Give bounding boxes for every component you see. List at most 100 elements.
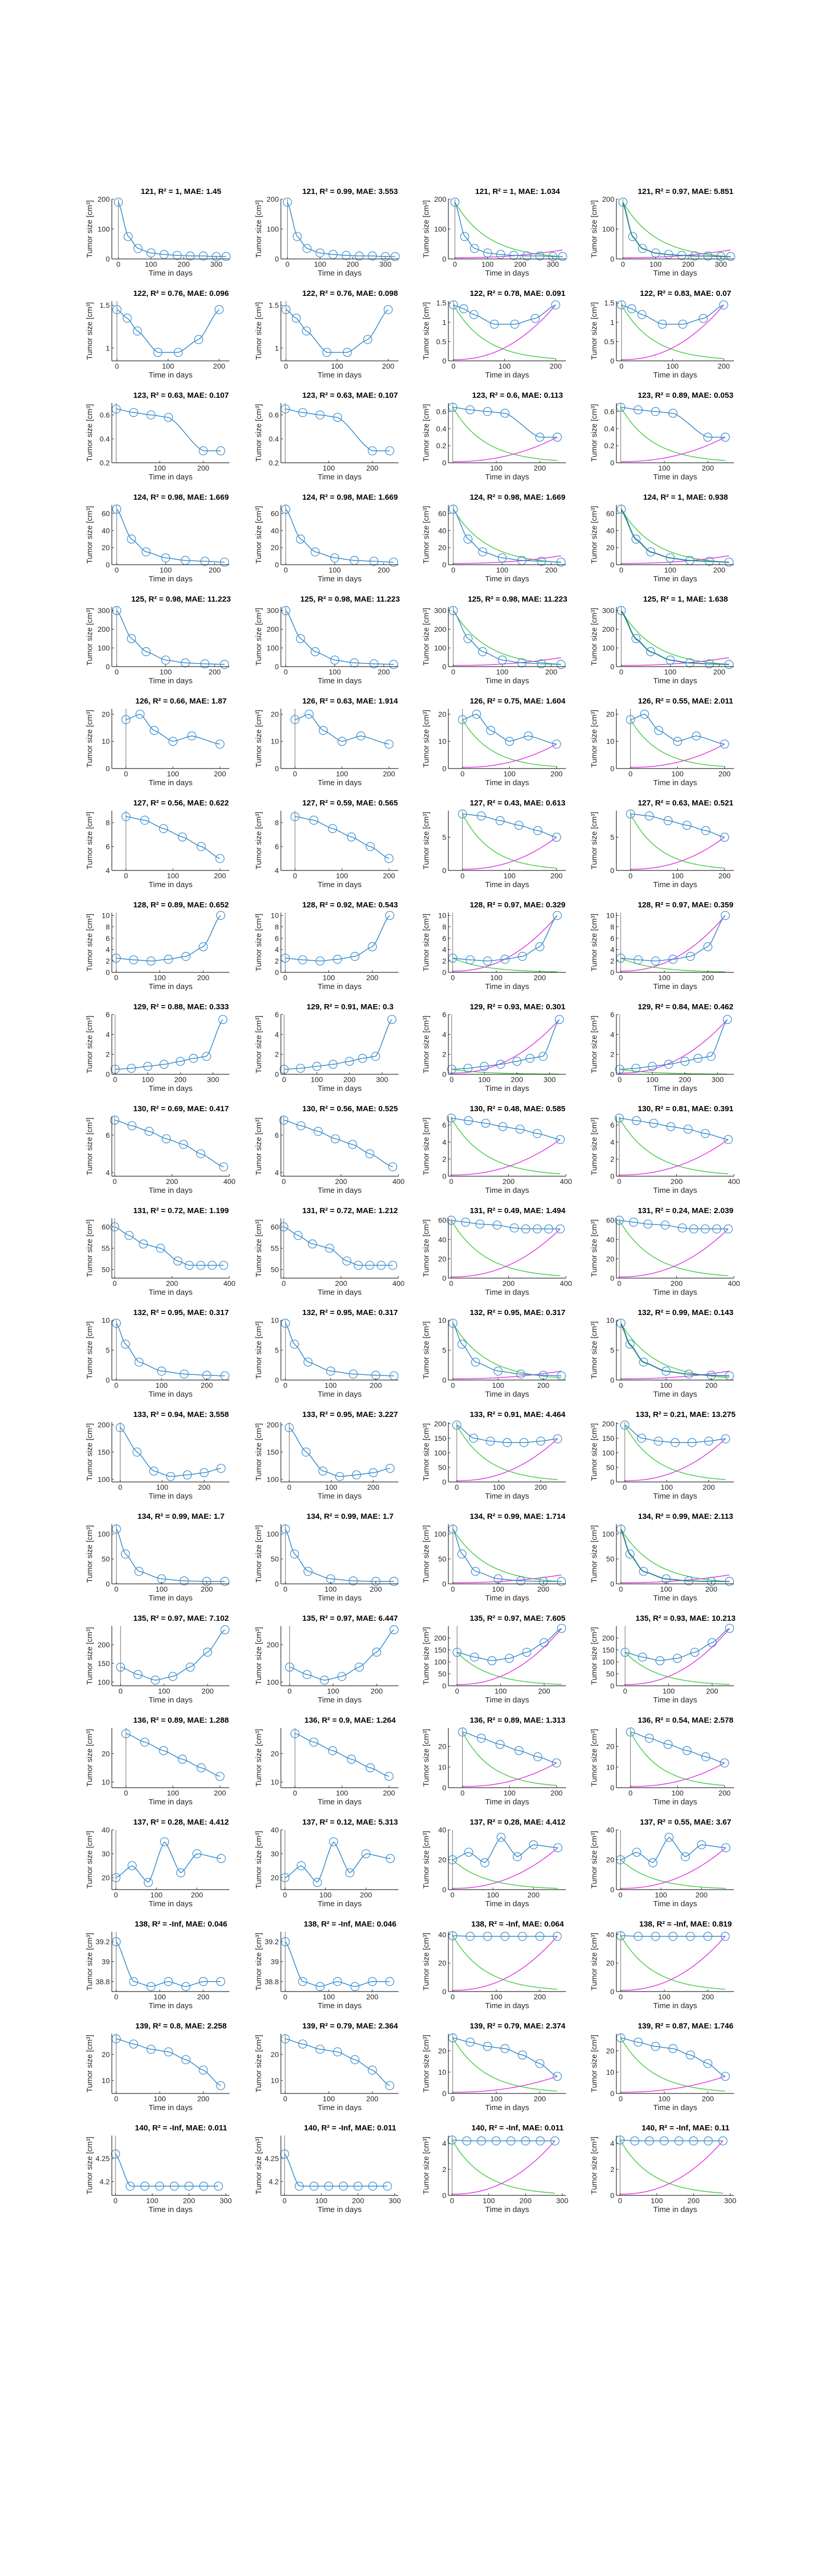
y-tick-label: 100 (267, 644, 279, 652)
resistant-series-line (453, 436, 558, 462)
y-tick-label: 10 (438, 1763, 446, 1771)
x-tick-label: 0 (618, 973, 623, 982)
model-fit-line (284, 1019, 393, 1070)
data-point (309, 1737, 318, 1747)
y-tick-label: 10 (270, 911, 279, 919)
x-axis-label: Time in days (318, 2205, 362, 2214)
data-point (328, 824, 338, 834)
model-fit-line (286, 309, 389, 353)
y-tick-label: 20 (606, 543, 614, 552)
data-point (680, 1057, 690, 1066)
data-point (350, 1982, 359, 1992)
data-point (366, 842, 375, 851)
y-tick-label: 0 (442, 357, 446, 365)
data-point (500, 2044, 510, 2053)
y-tick-label: 4 (275, 945, 279, 954)
data-point (704, 1436, 714, 1446)
data-point (690, 251, 700, 261)
data-point (200, 556, 210, 566)
y-tick-label: 0 (442, 1885, 446, 1894)
x-axis-label: Time in days (149, 1288, 192, 1297)
x-tick-label: 0 (460, 871, 464, 880)
y-tick-label: 100 (434, 1658, 447, 1666)
x-tick-label: 100 (651, 2196, 663, 2205)
data-point (311, 547, 320, 557)
panel-title: 130, R² = 0.48, MAE: 0.585 (470, 1104, 565, 1113)
data-point (132, 1447, 142, 1457)
y-axis-label: Tumor size [cm³] (590, 200, 599, 258)
data-point (385, 446, 394, 456)
y-tick-label: 50 (438, 1555, 446, 1563)
data-point (291, 314, 301, 323)
y-tick-label: 4.25 (96, 2154, 110, 2163)
data-point (707, 1638, 717, 1647)
model-fit-line (453, 509, 561, 563)
data-point (326, 1367, 335, 1376)
sensitive-series-line (630, 814, 725, 869)
sensitive-series-line (453, 1529, 562, 1582)
x-axis-label: Time in days (318, 2001, 362, 2010)
panel-title: 121, R² = 0.97, MAE: 5.851 (638, 187, 733, 196)
data-point (537, 556, 546, 566)
data-point (614, 1113, 624, 1123)
data-point (470, 1653, 479, 1662)
panel-title: 129, R² = 0.84, MAE: 0.462 (638, 1003, 733, 1011)
panel-title: 121, R² = 0.99, MAE: 3.553 (302, 187, 398, 196)
data-point (703, 942, 713, 952)
data-point (149, 726, 159, 735)
data-point (634, 405, 643, 414)
data-point (724, 557, 734, 567)
x-tick-label: 0 (450, 1891, 455, 1899)
panel-80: 140, R² = -Inf, MAE: 0.110 100 200 300024Ti… (590, 2124, 737, 2214)
data-point (538, 1577, 548, 1586)
model-fit-line (115, 1019, 224, 1070)
model-fit-line (116, 610, 225, 665)
x-axis-label: Time in days (653, 982, 697, 991)
data-point (127, 1063, 136, 1073)
y-axis-label: Tumor size [cm³] (85, 1627, 94, 1685)
y-tick-label: 0 (610, 1682, 614, 1690)
sensitive-series-line (453, 509, 561, 563)
panel-title: 140, R² = -Inf, MAE: 0.011 (304, 2124, 396, 2132)
x-tick-label: 0 (118, 1483, 122, 1491)
x-axis-label: Time in days (653, 1594, 697, 1603)
model-fit-line (462, 813, 557, 838)
resistant-series-line (462, 744, 557, 768)
sensitive-series-line (462, 719, 557, 767)
data-point (480, 1062, 489, 1071)
model-fit-line (125, 713, 221, 745)
y-tick-label: 100 (434, 644, 447, 652)
y-tick-label: 20 (270, 1874, 279, 1882)
data-point (383, 305, 393, 315)
data-point (471, 1567, 480, 1576)
model-fit-line (453, 915, 558, 961)
x-tick-label: 200 (534, 2094, 546, 2103)
data-point (461, 1217, 470, 1227)
y-tick-label: 200 (602, 1634, 615, 1642)
sensitive-series-line (452, 407, 558, 461)
data-point (143, 1062, 152, 1071)
panel-title: 125, R² = 1, MAE: 1.638 (643, 595, 728, 604)
panel-title: 129, R² = 0.88, MAE: 0.333 (133, 1003, 229, 1011)
y-tick-label: 0 (610, 764, 614, 773)
data-point (649, 1118, 659, 1128)
x-tick-label: 100 (322, 973, 335, 982)
x-tick-label: 100 (325, 1381, 337, 1389)
data-point (199, 446, 208, 456)
y-tick-label: 200 (434, 1634, 447, 1642)
data-point (348, 1140, 357, 1149)
total-fit-dark-line (622, 203, 731, 257)
y-axis-label: Tumor size [cm³] (422, 2137, 431, 2194)
data-point (129, 1977, 138, 1986)
data-point (184, 2181, 193, 2191)
data-point (313, 1878, 322, 1887)
sensitive-series-line (630, 1732, 725, 1786)
sensitive-series-line (452, 2037, 558, 2092)
data-point (462, 2136, 471, 2145)
x-tick-label: 400 (223, 1177, 236, 1186)
data-point (663, 1740, 673, 1749)
